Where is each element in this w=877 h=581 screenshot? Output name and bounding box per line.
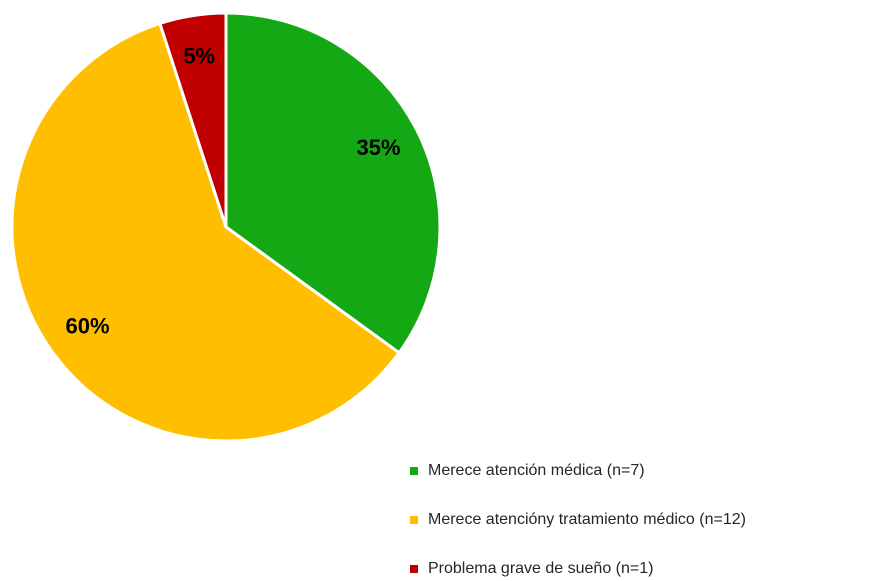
data-label: 35% xyxy=(357,135,401,160)
legend-swatch xyxy=(410,516,418,524)
legend-swatch xyxy=(410,565,418,573)
legend-label: Merece atencióny tratamiento médico (n=1… xyxy=(428,511,746,528)
legend-swatch xyxy=(410,467,418,475)
data-label: 60% xyxy=(65,313,109,338)
data-label: 5% xyxy=(183,44,215,69)
pie-slice xyxy=(157,11,228,228)
pie-slice xyxy=(224,11,442,355)
pie-slice xyxy=(10,21,402,443)
legend-label: Merece atención médica (n=7) xyxy=(428,462,645,479)
legend-label: Problema grave de sueño (n=1) xyxy=(428,560,653,577)
